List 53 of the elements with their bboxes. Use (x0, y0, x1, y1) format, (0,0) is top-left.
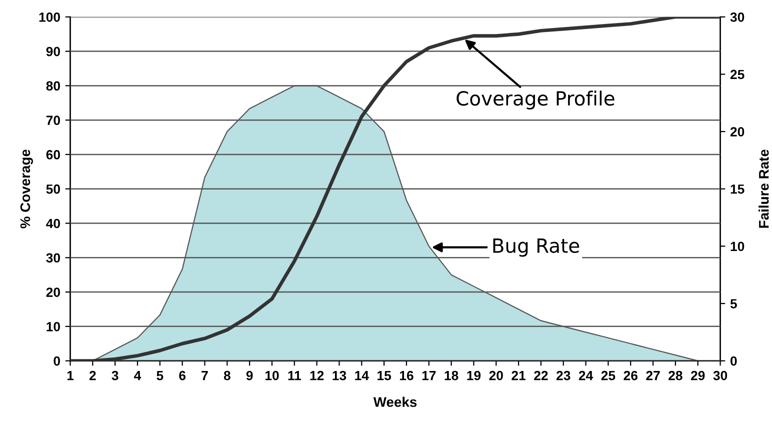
y-tick-label: 10 (46, 322, 60, 332)
y2-tick-label: 20 (730, 127, 744, 136)
x-tick-label: 25 (601, 370, 616, 380)
annotation: Bug Rate (493, 238, 580, 257)
x-tick-label: 18 (444, 370, 458, 380)
y-tick-label: 80 (46, 81, 60, 91)
x-tick-label: 2 (89, 370, 96, 380)
y2-axis-title: Failure Rate (758, 150, 769, 228)
annotation: Coverage Profile (456, 90, 614, 110)
x-tick-label: 12 (310, 370, 324, 380)
y2-tick-label: 30 (730, 12, 744, 22)
x-tick-label: 6 (179, 370, 186, 380)
y2-tick-label: 5 (730, 299, 737, 308)
x-tick-label: 10 (265, 370, 279, 380)
x-tick-label: 29 (690, 370, 705, 380)
y2-tick-label: 10 (730, 242, 744, 252)
x-tick-label: 26 (624, 370, 638, 380)
x-tick-label: 30 (713, 370, 728, 380)
y-axis-title: % Coverage (20, 150, 33, 228)
y-tick-label: 0 (54, 356, 60, 366)
y-tick-label: 70 (46, 116, 60, 125)
x-tick-label: 17 (422, 371, 436, 380)
x-axis-title: Weeks (373, 396, 417, 407)
x-tick-label: 19 (467, 370, 481, 380)
y-tick-label: 90 (46, 46, 60, 56)
y2-tick-label: 25 (730, 70, 744, 80)
x-tick-label: 3 (112, 370, 118, 380)
x-tick-label: 11 (288, 371, 302, 380)
x-tick-label: 24 (578, 370, 594, 380)
y-tick-label: 40 (46, 218, 60, 228)
y2-tick-label: 15 (730, 184, 744, 194)
x-tick-label: 23 (556, 370, 570, 380)
x-tick-label: 7 (202, 371, 208, 380)
x-tick-label: 15 (378, 371, 392, 380)
y-tick-label: 60 (46, 150, 60, 160)
y-tick-label: 100 (39, 12, 60, 22)
x-tick-label: 16 (400, 370, 414, 380)
x-tick-label: 27 (646, 370, 660, 380)
x-tick-label: 22 (534, 370, 548, 380)
x-tick-label: 9 (246, 370, 253, 380)
y-tick-label: 50 (46, 184, 60, 194)
y-tick-label: 20 (46, 288, 60, 297)
x-tick-label: 21 (512, 370, 526, 380)
y-tick-label: 30 (46, 253, 60, 263)
x-tick-label: 13 (332, 370, 346, 380)
x-tick-label: 4 (134, 371, 142, 380)
x-tick-label: 8 (224, 370, 230, 380)
x-tick-label: 28 (668, 370, 682, 380)
x-tick-label: 20 (489, 370, 503, 380)
y2-tick-label: 0 (730, 356, 737, 366)
x-tick-label: 1 (67, 371, 74, 380)
x-tick-label: 14 (355, 371, 369, 380)
x-tick-label: 5 (156, 371, 164, 380)
